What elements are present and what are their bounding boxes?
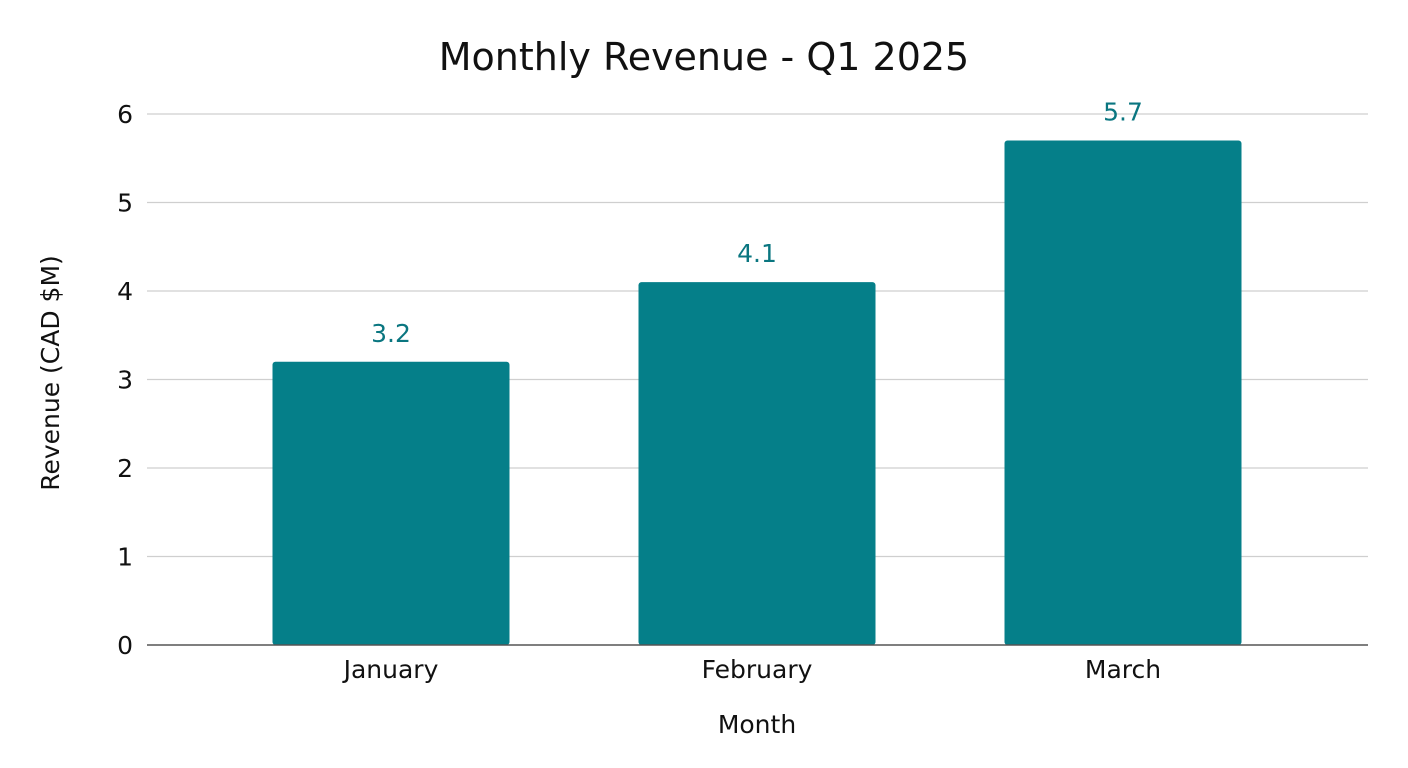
x-tick-label-february: February bbox=[702, 655, 813, 684]
y-tick-label-1: 1 bbox=[117, 543, 133, 572]
y-tick-label-0: 0 bbox=[117, 631, 133, 660]
bar-january bbox=[272, 361, 510, 645]
y-tick-label-3: 3 bbox=[117, 366, 133, 395]
y-tick-label-6: 6 bbox=[117, 100, 133, 129]
data-labels: 3.2 4.1 5.7 bbox=[371, 98, 1143, 348]
bars bbox=[272, 140, 1242, 646]
x-axis-label: Month bbox=[718, 710, 796, 739]
data-label-february: 4.1 bbox=[737, 239, 777, 268]
data-label-march: 5.7 bbox=[1103, 98, 1143, 127]
bar-february bbox=[638, 282, 876, 645]
x-axis-ticks: January February March bbox=[342, 655, 1162, 684]
chart-title: Monthly Revenue - Q1 2025 bbox=[439, 35, 969, 79]
y-tick-label-5: 5 bbox=[117, 189, 133, 218]
y-axis-ticks: 0 1 2 3 4 5 6 bbox=[117, 100, 133, 660]
data-label-january: 3.2 bbox=[371, 319, 411, 348]
bar-march bbox=[1004, 140, 1242, 646]
x-tick-label-march: March bbox=[1085, 655, 1161, 684]
y-tick-label-4: 4 bbox=[117, 277, 133, 306]
y-axis-label: Revenue (CAD $M) bbox=[36, 255, 65, 491]
x-tick-label-january: January bbox=[342, 655, 439, 684]
y-tick-label-2: 2 bbox=[117, 454, 133, 483]
